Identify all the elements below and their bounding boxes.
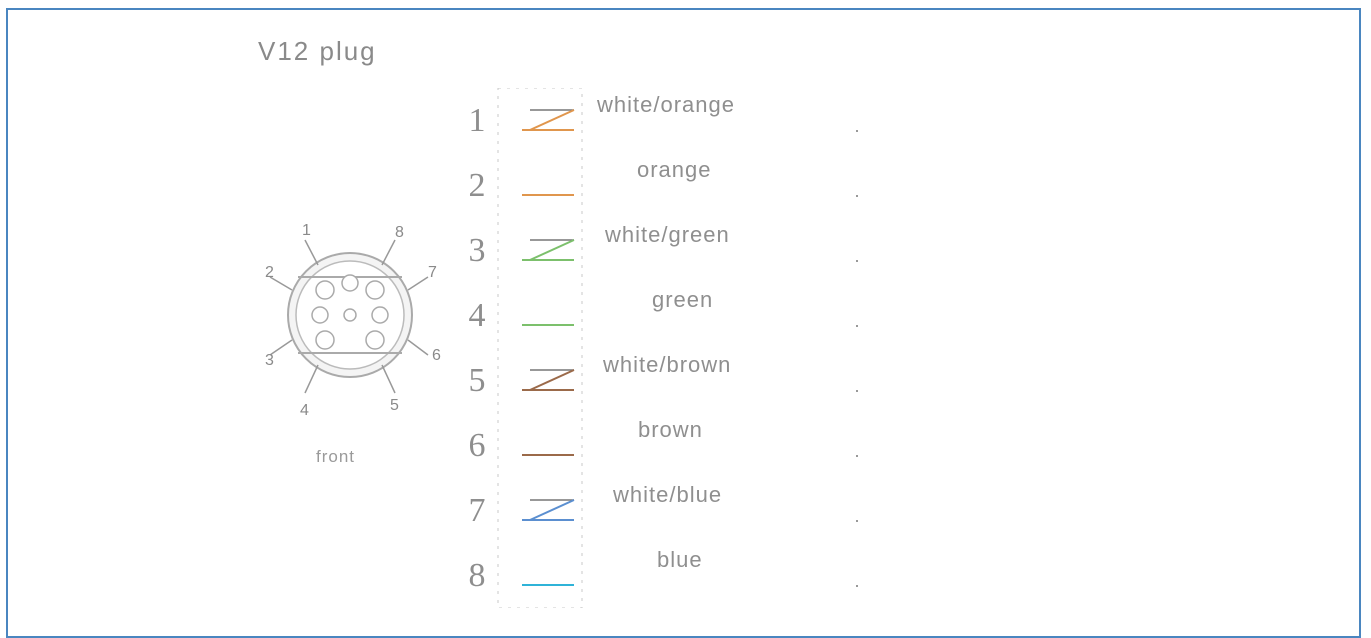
wire-color-label: blue bbox=[657, 547, 703, 572]
wire-pin-number: 5 bbox=[468, 362, 486, 399]
connector-pin-label: 2 bbox=[265, 264, 274, 281]
wire-color-label: white/brown bbox=[603, 352, 732, 377]
wire-sample bbox=[522, 239, 575, 261]
view-label: front bbox=[316, 447, 356, 466]
wire-sample bbox=[522, 499, 575, 521]
connector-pin-label: 8 bbox=[395, 224, 404, 241]
connector-pin-label: 1 bbox=[302, 222, 311, 239]
connector-pin-label: 5 bbox=[390, 397, 399, 414]
wire-color-label: green bbox=[652, 287, 714, 312]
connector-pin-label: 7 bbox=[428, 264, 437, 281]
row-marker bbox=[856, 585, 858, 587]
diagram-frame bbox=[6, 8, 1361, 638]
row-marker bbox=[856, 195, 858, 197]
wire-color-label: white/blue bbox=[613, 482, 723, 507]
wire-pin-number: 4 bbox=[468, 297, 486, 334]
wire-color-label: white/green bbox=[605, 222, 730, 247]
wire-sample bbox=[522, 109, 575, 131]
wire-color-label: brown bbox=[638, 417, 703, 442]
wire-strips bbox=[497, 88, 583, 608]
wire-pin-number: 3 bbox=[468, 232, 486, 269]
row-marker bbox=[856, 260, 858, 262]
wire-pin-number: 7 bbox=[468, 492, 486, 529]
wire-pin-number: 6 bbox=[468, 427, 486, 464]
connector-front-view: 1 2 3 4 5 6 7 8 bbox=[265, 222, 441, 415]
row-marker bbox=[856, 130, 858, 132]
wire-pin-number: 2 bbox=[468, 167, 486, 204]
row-marker bbox=[856, 520, 858, 522]
wire-color-label: white/orange bbox=[597, 92, 735, 117]
connector-pin-label: 3 bbox=[265, 352, 274, 369]
wire-color-label: orange bbox=[637, 157, 712, 182]
row-marker bbox=[856, 325, 858, 327]
diagram-title: V12 plug bbox=[258, 36, 377, 66]
row-marker bbox=[856, 390, 858, 392]
connector-pin-label: 6 bbox=[432, 347, 441, 364]
wire-pin-number: 8 bbox=[468, 557, 486, 594]
row-marker bbox=[856, 455, 858, 457]
connector-pin-label: 4 bbox=[300, 402, 309, 415]
wire-sample bbox=[522, 369, 575, 391]
wire-pin-number: 1 bbox=[468, 102, 486, 139]
